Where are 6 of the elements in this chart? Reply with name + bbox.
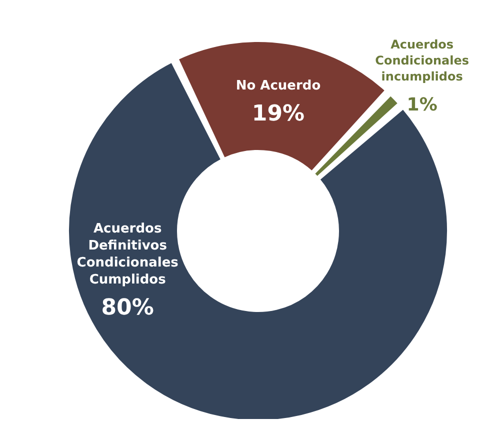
slice-label: No Acuerdo: [236, 78, 321, 94]
data-label: 80%: [101, 296, 154, 321]
data-label: 19%: [252, 102, 305, 127]
data-label: 1%: [406, 94, 438, 116]
slice-label: Acuerdos Definitivos Condicionales Cumplidos: [76, 222, 179, 288]
slice-label: Acuerdos Condicionales incumplidos: [375, 38, 469, 84]
